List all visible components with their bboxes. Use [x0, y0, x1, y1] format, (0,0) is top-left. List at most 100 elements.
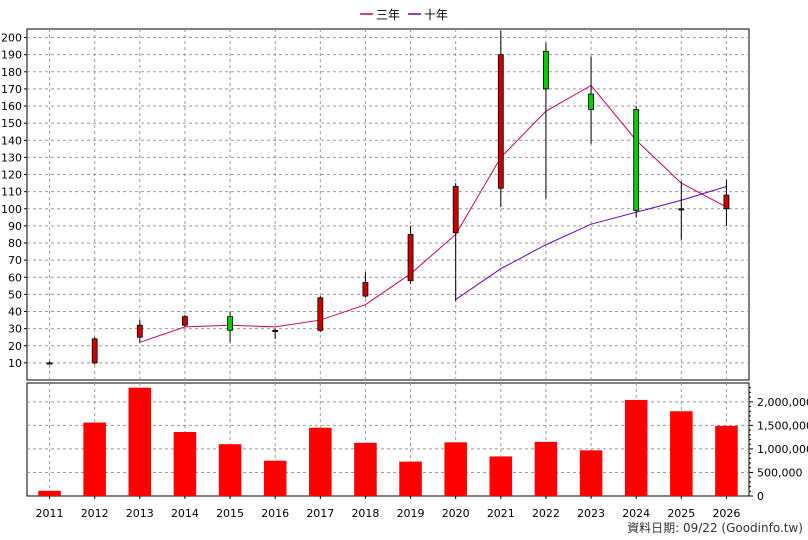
volume-bar [715, 425, 738, 496]
candlestick [362, 272, 369, 298]
price-tick-label: 70 [8, 254, 22, 267]
volume-bar [444, 442, 467, 496]
series-line-三年 [139, 84, 727, 343]
candle-body [452, 186, 459, 234]
x-tick-label: 2022 [532, 507, 560, 520]
candlestick [678, 181, 685, 240]
candlestick [46, 361, 53, 365]
candle-body [407, 234, 414, 282]
volume-bar [83, 422, 106, 496]
volume-tick-label: 1,000,000 [757, 443, 808, 456]
candle-body [362, 282, 369, 297]
candle-body [543, 50, 549, 90]
volume-bar [624, 399, 648, 496]
x-tick-label: 2024 [622, 507, 650, 520]
legend: 三年 十年 [360, 8, 448, 22]
price-tick-label: 200 [1, 32, 22, 45]
candlestick [543, 42, 549, 199]
candlestick [633, 106, 640, 218]
volume-bar [534, 441, 558, 496]
price-tick-label: 20 [8, 340, 22, 353]
candlestick [497, 30, 504, 208]
volume-tick-label: 1,500,000 [757, 419, 808, 432]
price-tick-label: 160 [1, 100, 22, 113]
footer-source: 資料日期: 09/22 (Goodinfo.tw) [627, 521, 803, 535]
candlestick [227, 311, 233, 343]
candle-body [136, 324, 143, 338]
price-tick-label: 170 [1, 83, 22, 96]
volume-bar [263, 460, 287, 496]
price-tick-label: 40 [8, 306, 22, 319]
price-tick-label: 110 [1, 186, 22, 199]
price-tick-label: 80 [8, 237, 22, 250]
candlestick [588, 56, 594, 144]
volume-bars [38, 387, 738, 496]
candlestick [272, 328, 279, 339]
volume-bar [173, 431, 197, 496]
x-tick-label: 2012 [81, 507, 109, 520]
volume-bar [670, 411, 693, 496]
candle-body [182, 316, 188, 326]
price-tick-label: 50 [8, 288, 22, 301]
price-tick-label: 190 [1, 49, 22, 62]
volume-bar [38, 490, 61, 496]
x-tick-label: 2019 [397, 507, 425, 520]
x-tick-label: 2021 [487, 507, 515, 520]
candlestick [407, 225, 414, 285]
legend-label: 三年 [376, 8, 400, 22]
candlestick [182, 314, 188, 327]
x-tick-label: 2014 [171, 507, 199, 520]
volume-bar [579, 450, 603, 496]
x-tick-label: 2011 [36, 507, 64, 520]
candle-body [91, 338, 98, 364]
x-tick-label: 2023 [577, 507, 605, 520]
volume-bar [399, 461, 422, 496]
price-axis-ticks: 10 20 30 40 50 60 70 80 90 100 110 120 130 140 150 160 1… [1, 32, 27, 370]
price-tick-label: 130 [1, 151, 22, 164]
x-tick-label: 2025 [667, 507, 695, 520]
price-tick-label: 90 [8, 220, 22, 233]
volume-axis-ticks: 0 500,000 1,000,000 1,500,000 2,000,000 [749, 387, 808, 503]
price-tick-label: 30 [8, 323, 22, 336]
candle-body [46, 362, 53, 365]
legend-label: 十年 [424, 8, 448, 22]
volume-tick-label: 2,000,000 [757, 396, 808, 409]
candlestick [91, 337, 98, 365]
candlestick [317, 296, 324, 333]
price-tick-label: 60 [8, 271, 22, 284]
x-tick-label: 2020 [442, 507, 470, 520]
candlestick [136, 320, 143, 343]
volume-bar [218, 444, 242, 496]
price-tick-label: 100 [1, 203, 22, 216]
candle-body [317, 297, 324, 331]
x-tick-label: 2013 [126, 507, 154, 520]
price-tick-label: 140 [1, 134, 22, 147]
candle-body [227, 316, 233, 331]
candle-body [633, 109, 640, 211]
x-tick-label: 2016 [261, 507, 289, 520]
x-tick-label: 2017 [306, 507, 334, 520]
volume-bar [354, 442, 377, 496]
price-tick-label: 10 [8, 357, 22, 370]
candle-body [588, 93, 594, 110]
candle-body [272, 329, 279, 332]
candle-body [678, 208, 685, 211]
x-axis-ticks: 2011 2012 2013 2014 2015 2016 2017 2018 2019 2020… [36, 496, 740, 520]
volume-tick-label: 500,000 [757, 466, 803, 479]
price-tick-label: 150 [1, 117, 22, 130]
candle-body [497, 54, 504, 189]
volume-bar [128, 387, 152, 496]
volume-bar [489, 456, 513, 496]
volume-bar [309, 427, 332, 496]
x-tick-label: 2026 [712, 507, 740, 520]
x-tick-label: 2018 [351, 507, 379, 520]
price-tick-label: 180 [1, 66, 22, 79]
candlestick [723, 179, 730, 226]
candle-body [723, 194, 730, 210]
price-tick-label: 120 [1, 169, 22, 182]
candlesticks [46, 30, 730, 365]
candlestick [452, 183, 459, 302]
price-plot-frame [26, 28, 750, 381]
x-tick-label: 2015 [216, 507, 244, 520]
